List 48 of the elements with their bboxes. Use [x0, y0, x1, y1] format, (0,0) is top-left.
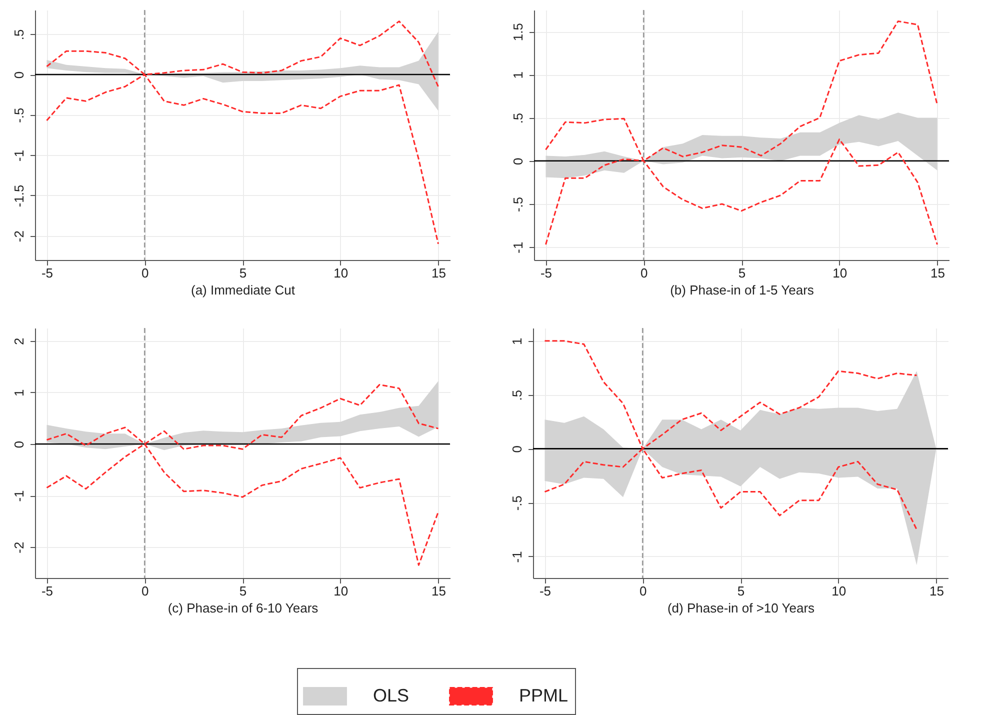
- y-tick-label: -.5: [12, 108, 26, 123]
- y-tick-label: -1: [12, 490, 26, 502]
- y-tick-label: -1: [510, 551, 524, 563]
- x-tick-label: 15: [930, 266, 945, 280]
- y-tick-label: 0: [510, 446, 524, 453]
- y-tick-label: 1.5: [510, 23, 526, 42]
- x-tick-label: -5: [41, 584, 54, 598]
- x-axis-title: (b) Phase-in of 1-5 Years: [670, 282, 814, 298]
- y-tick-label: 0: [510, 158, 526, 165]
- legend-label: OLS: [373, 685, 410, 706]
- y-tick-label: -.5: [510, 196, 526, 212]
- x-tick-label: -5: [41, 266, 54, 280]
- y-tick-label: 0: [12, 440, 26, 448]
- x-tick-label: 15: [432, 584, 446, 598]
- y-tick-label: .5: [510, 112, 526, 124]
- y-tick-label: -2: [12, 542, 26, 554]
- x-tick-label: 15: [432, 266, 446, 280]
- x-tick-label: 5: [738, 266, 746, 280]
- y-tick-label: -2: [12, 230, 26, 242]
- x-tick-label: 5: [239, 584, 247, 598]
- x-tick-label: -5: [539, 584, 552, 598]
- y-tick-label: -1: [510, 242, 526, 254]
- y-tick-label: -.5: [510, 495, 524, 511]
- y-tick-label: 1: [510, 72, 526, 79]
- y-tick-label: -1.5: [12, 184, 26, 208]
- x-axis-title: (a) Immediate Cut: [190, 282, 296, 298]
- legend-label: PPML: [519, 685, 568, 706]
- y-tick-label: 0: [12, 71, 26, 79]
- x-tick-label: 5: [239, 266, 247, 280]
- y-tick-label: 2: [12, 338, 26, 346]
- y-tick-label: -1: [12, 150, 26, 162]
- y-tick-label: 1: [12, 389, 26, 397]
- x-tick-label: 0: [142, 584, 149, 598]
- x-tick-label: 0: [142, 266, 149, 280]
- x-tick-label: -5: [540, 266, 552, 280]
- x-tick-label: 5: [737, 584, 745, 598]
- x-tick-label: 0: [640, 266, 648, 280]
- x-tick-label: 0: [640, 584, 647, 598]
- x-tick-label: 10: [832, 584, 846, 598]
- y-tick-label: .5: [510, 390, 524, 401]
- x-axis-title: (c) Phase-in of 6-10 Years: [168, 600, 319, 616]
- x-tick-label: 10: [832, 266, 848, 280]
- x-axis-title: (d) Phase-in of >10 Years: [667, 600, 816, 616]
- y-tick-label: .5: [12, 29, 26, 40]
- y-tick-label: 1: [510, 338, 524, 346]
- x-tick-label: 15: [930, 584, 944, 598]
- x-tick-label: 10: [334, 584, 348, 598]
- x-tick-label: 10: [334, 266, 348, 280]
